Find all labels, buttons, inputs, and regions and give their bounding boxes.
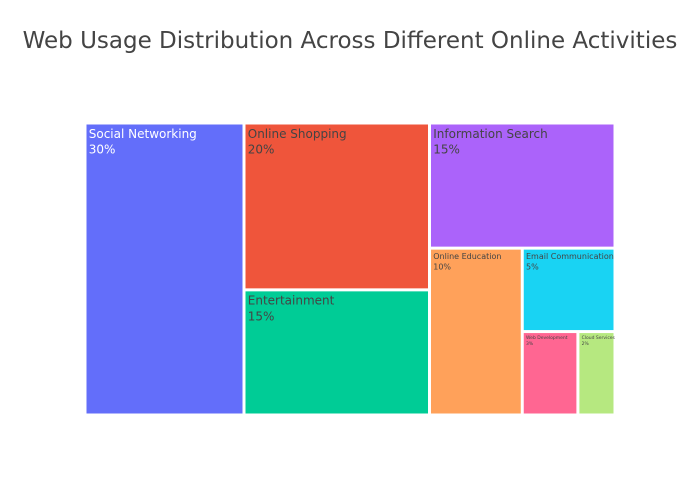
tile-value-online-shopping: 20% [248, 143, 275, 157]
tile-value-online-education: 10% [433, 263, 451, 272]
tile-label-social-networking: Social Networking [89, 127, 197, 141]
tile-online-shopping[interactable]: Online Shopping 20% [245, 124, 429, 289]
tile-email-communication[interactable]: Email Communication 5% [523, 249, 614, 331]
tile-value-social-networking: 30% [89, 143, 116, 157]
tile-value-email-communication: 5% [526, 263, 539, 272]
tile-online-education[interactable]: Online Education 10% [430, 249, 521, 414]
tile-label-web-development: Web Development [526, 335, 568, 341]
tile-label-entertainment: Entertainment [248, 294, 335, 308]
tile-value-cloud-services: 2% [582, 341, 590, 347]
tile-label-online-education: Online Education [433, 252, 501, 261]
tile-information-search[interactable]: Information Search 15% [430, 124, 614, 248]
tile-social-networking[interactable]: Social Networking 30% [86, 124, 244, 415]
tile-label-online-shopping: Online Shopping [248, 127, 347, 141]
tile-label-email-communication: Email Communication [526, 252, 614, 261]
tile-rect-online-education[interactable] [430, 249, 521, 414]
tile-rect-social-networking[interactable] [86, 124, 244, 415]
tile-label-cloud-services: Cloud Services [582, 335, 616, 341]
tile-entertainment[interactable]: Entertainment 15% [245, 291, 429, 415]
tile-value-entertainment: 15% [248, 310, 275, 324]
tile-label-information-search: Information Search [433, 127, 548, 141]
tile-rect-email-communication[interactable] [523, 249, 614, 331]
tile-value-information-search: 15% [433, 143, 460, 157]
tile-value-web-development: 3% [526, 341, 534, 347]
